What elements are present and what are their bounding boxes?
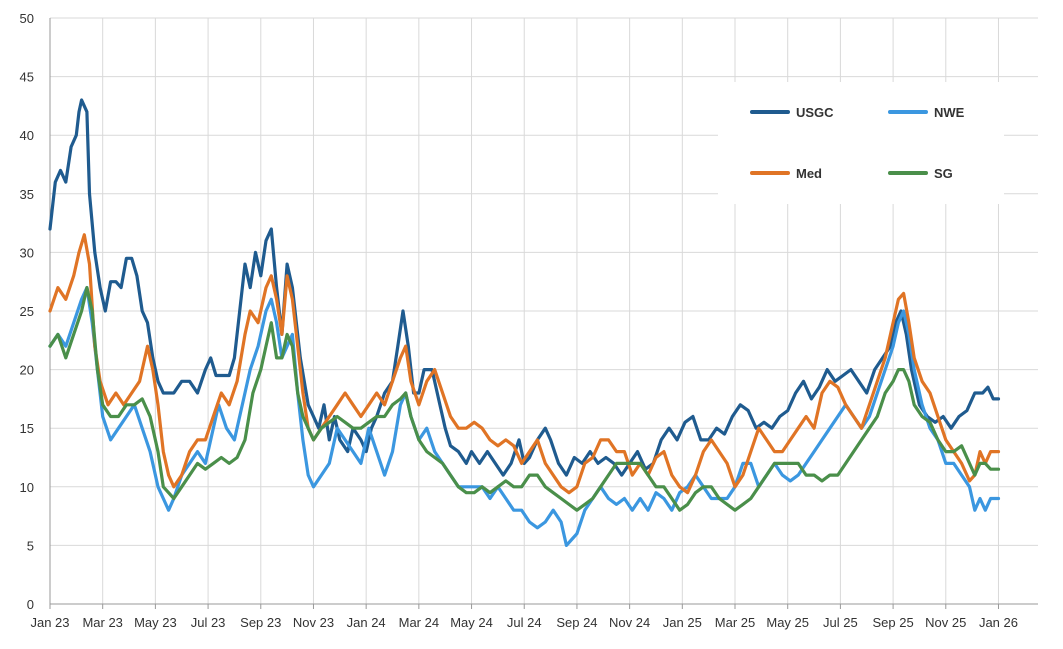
- x-tick-label: May 24: [450, 615, 493, 630]
- x-tick-label: Nov 23: [293, 615, 334, 630]
- y-tick-label: 15: [20, 421, 34, 436]
- x-tick-label: Mar 24: [399, 615, 439, 630]
- legend: USGC NWE Med SG: [718, 82, 1004, 204]
- x-tick-label: Nov 24: [609, 615, 650, 630]
- y-tick-label: 35: [20, 187, 34, 202]
- y-tick-label: 30: [20, 245, 34, 260]
- legend-label-sg: SG: [934, 166, 953, 181]
- y-tick-label: 45: [20, 70, 34, 85]
- x-tick-label: Jul 24: [507, 615, 542, 630]
- x-tick-label: May 23: [134, 615, 177, 630]
- series-line-med: [48, 233, 1001, 495]
- x-tick-label: Jan 25: [663, 615, 702, 630]
- legend-label-nwe: NWE: [934, 105, 965, 120]
- y-tick-label: 20: [20, 363, 34, 378]
- x-tick-label: Jul 25: [823, 615, 858, 630]
- x-tick-label: Jan 26: [979, 615, 1018, 630]
- x-tick-label: Mar 23: [82, 615, 122, 630]
- y-tick-label: 0: [27, 597, 34, 612]
- x-tick-label: Jan 23: [30, 615, 69, 630]
- x-tick-label: Sep 23: [240, 615, 281, 630]
- legend-label-med: Med: [796, 166, 822, 181]
- series-line-usgc: [48, 98, 1001, 477]
- x-axis-tick-labels: Jan 23 Mar 23 May 23 Jul 23 Sep 23 Nov 23 Jan …: [30, 615, 1018, 630]
- series-lines: [48, 98, 1001, 547]
- y-tick-label: 10: [20, 480, 34, 495]
- y-tick-label: 40: [20, 128, 34, 143]
- y-tick-label: 5: [27, 538, 34, 553]
- x-tick-label: Mar 25: [715, 615, 755, 630]
- x-tick-label: Nov 25: [925, 615, 966, 630]
- legend-box: [718, 82, 1004, 204]
- y-axis-tick-labels: 0 5 10 15 20 25 30 35 40 45 50: [20, 11, 34, 612]
- x-tick-label: Jan 24: [347, 615, 386, 630]
- x-tick-label: Sep 25: [872, 615, 913, 630]
- y-tick-label: 25: [20, 304, 34, 319]
- x-tick-label: May 25: [766, 615, 809, 630]
- y-tick-label: 50: [20, 11, 34, 26]
- x-tick-label: Sep 24: [556, 615, 597, 630]
- legend-label-usgc: USGC: [796, 105, 834, 120]
- x-tick-label: Jul 23: [191, 615, 226, 630]
- series-line-sg: [48, 286, 1001, 512]
